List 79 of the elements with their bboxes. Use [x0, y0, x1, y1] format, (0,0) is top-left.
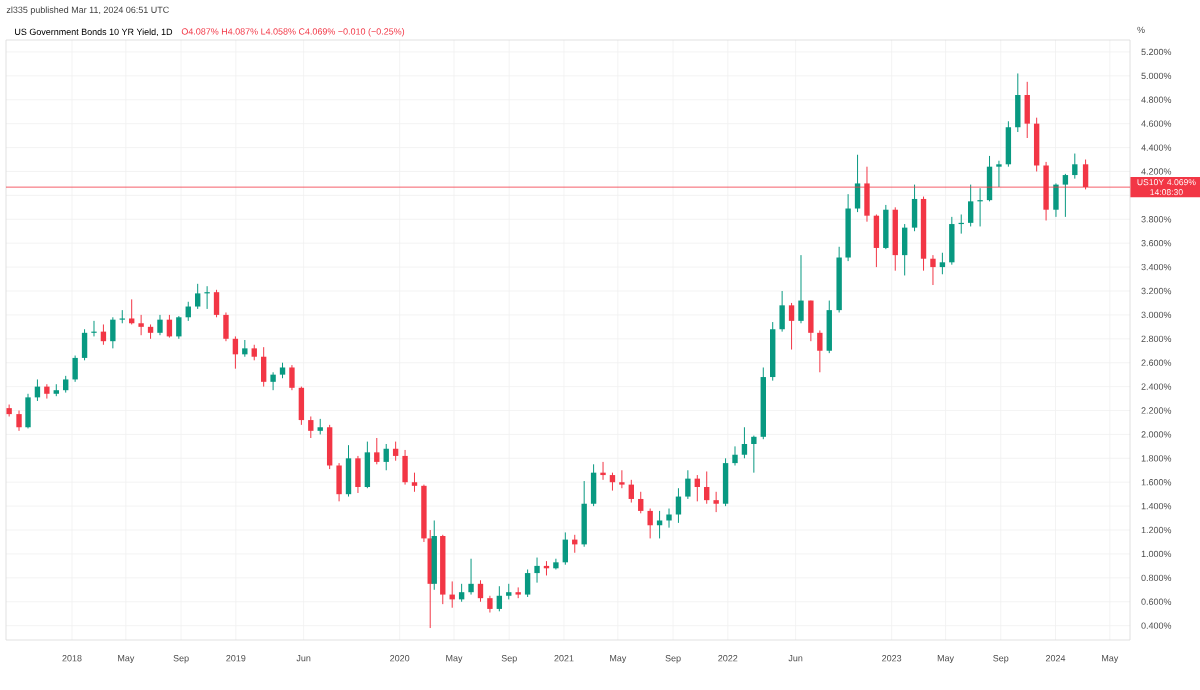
candlestick [883, 204, 889, 250]
candlestick [939, 252, 946, 275]
candlestick [901, 223, 908, 276]
candlestick [826, 300, 832, 354]
candlestick [949, 216, 955, 266]
candlestick [496, 585, 503, 612]
candlestick [638, 491, 644, 514]
candlestick [798, 254, 804, 324]
candlestick [44, 383, 50, 400]
candlestick [270, 371, 276, 391]
candlestick [996, 160, 1002, 188]
candlestick [808, 300, 814, 342]
candlestick [779, 290, 785, 333]
candlestick [1062, 173, 1069, 218]
candlestick [619, 469, 625, 489]
candlestick [326, 424, 333, 470]
candlestick [194, 283, 201, 310]
candlestick [110, 316, 116, 349]
candlestick [176, 315, 182, 340]
candlestick [157, 314, 163, 336]
candlestick [308, 415, 314, 439]
candlestick [1033, 117, 1040, 172]
candlestick [892, 206, 898, 272]
candlestick [138, 314, 144, 336]
candlestick [431, 519, 437, 591]
candlestick [751, 435, 757, 474]
candlestick [289, 364, 295, 391]
candlestick [129, 298, 135, 325]
candlestick [223, 312, 229, 342]
candlestick [298, 386, 305, 426]
candlestick [1015, 72, 1021, 133]
candlestick [930, 254, 936, 286]
candlestick [468, 558, 474, 596]
candlestick [383, 443, 389, 471]
candlestick [675, 487, 682, 524]
candlestick [345, 444, 352, 498]
candlestick [581, 480, 587, 548]
candlestick [16, 410, 22, 432]
candlestick [81, 328, 88, 361]
candlestick [72, 355, 78, 383]
candlestick [25, 393, 31, 429]
candlestick [336, 462, 342, 502]
candlestick [1005, 120, 1012, 168]
candlestick [260, 346, 267, 388]
candlestick [741, 426, 748, 459]
candlestick [1053, 182, 1059, 218]
candlestick [590, 463, 597, 507]
candlestick [647, 508, 653, 539]
candlestick [713, 491, 719, 513]
candlestick [600, 461, 606, 481]
candlestick [534, 557, 540, 584]
candlestick [704, 470, 710, 505]
candlestick [204, 285, 210, 310]
candlestick [817, 329, 823, 373]
candlestick [873, 213, 880, 268]
candlestick [788, 302, 795, 351]
candlestick [355, 455, 361, 494]
candlestick [685, 469, 691, 500]
candlestick [1072, 153, 1078, 180]
candlestick [91, 320, 97, 337]
candlestick [562, 531, 569, 566]
candlestick [477, 579, 484, 603]
candlestick [374, 437, 380, 465]
candlestick [732, 445, 738, 466]
candlestick [770, 321, 776, 382]
candlestick [977, 187, 983, 227]
candlestick [402, 449, 408, 486]
candlestick [911, 184, 918, 232]
candlestick [967, 184, 974, 227]
candlestick [392, 441, 399, 462]
candlestick [524, 568, 531, 598]
candlestick [656, 510, 663, 539]
candlestick [722, 457, 729, 507]
candlestick [666, 508, 672, 529]
candlestick [628, 479, 634, 504]
candlestick [364, 441, 371, 489]
candlestick [213, 289, 220, 318]
candlestick [1024, 81, 1030, 139]
candlestick [411, 472, 418, 493]
